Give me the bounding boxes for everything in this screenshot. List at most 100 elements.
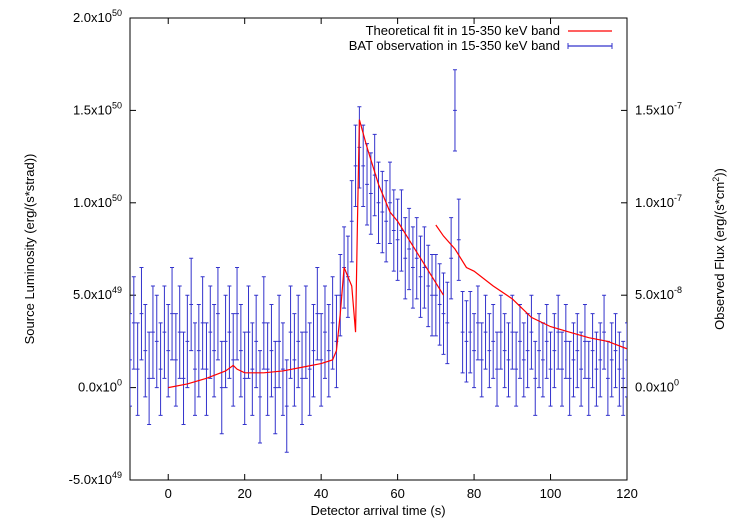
y-tick-label-exp: 0: [117, 378, 122, 388]
error-bar: [330, 276, 335, 370]
error-bar: [147, 331, 152, 426]
error-bar: [254, 294, 259, 389]
error-bar: [380, 170, 385, 254]
error-bar: [284, 359, 289, 453]
error-bar: [422, 226, 427, 309]
y-tick-label-exp: 49: [112, 285, 122, 295]
error-bar: [586, 340, 591, 416]
y2-tick-label: 1.0x10-7: [635, 193, 682, 210]
y-tick-label: 1.0x1050: [73, 193, 122, 210]
error-bar: [242, 331, 247, 426]
y2-tick-label: 5.0x10-8: [635, 285, 682, 302]
error-bar: [414, 217, 419, 300]
error-bar: [437, 263, 442, 346]
error-bar: [319, 313, 324, 407]
error-bar: [475, 285, 480, 361]
error-bar: [204, 322, 209, 416]
y-tick-label-base: 1.0x10: [73, 195, 112, 210]
y2-tick-label: 1.5x10-7: [635, 100, 682, 117]
error-bar: [212, 303, 217, 398]
y-tick-label-base: 1.5x10: [73, 102, 112, 117]
error-bar: [227, 285, 232, 379]
error-bar: [441, 272, 446, 355]
error-bar: [552, 313, 557, 389]
error-bar: [582, 303, 587, 379]
error-bar: [361, 124, 366, 207]
error-bar: [368, 152, 373, 235]
error-bar: [231, 313, 236, 407]
error-bar: [525, 313, 530, 389]
plot-border: [129, 17, 628, 481]
error-bar: [498, 294, 503, 370]
error-bar: [189, 257, 194, 352]
legend-caps: [567, 43, 613, 49]
y2-tick-label-exp: 0: [674, 378, 679, 388]
error-bar: [139, 266, 144, 361]
error-bar: [548, 331, 553, 407]
error-bar: [162, 285, 167, 379]
error-bar: [269, 303, 274, 398]
error-bar: [261, 276, 266, 370]
y2-label-sup: 2: [711, 177, 721, 182]
error-bar: [529, 294, 534, 370]
error-bar: [177, 285, 182, 379]
error-bar: [506, 322, 511, 398]
error-bar: [407, 207, 412, 291]
error-bar: [540, 322, 545, 398]
error-bar: [563, 303, 568, 379]
error-bar: [238, 303, 243, 398]
error-bar: [215, 266, 220, 361]
error-bar: [575, 313, 580, 389]
y-tick-label: -5.0x1049: [69, 470, 122, 487]
error-bar: [594, 331, 599, 407]
y-tick-label-exp: 50: [112, 8, 122, 18]
y-tick-label-base: 2.0x10: [73, 10, 112, 25]
error-bar: [135, 322, 140, 416]
error-bar: [537, 313, 542, 389]
error-bar: [365, 143, 370, 226]
error-bar: [456, 198, 461, 281]
error-bar: [452, 69, 457, 152]
error-bar: [510, 294, 515, 370]
error-bar: [376, 161, 381, 244]
error-bar: [590, 313, 595, 389]
y-tick-label-exp: 50: [112, 100, 122, 110]
error-bar: [556, 294, 561, 370]
y2-label-tail: )): [712, 168, 727, 177]
y2-axis-label: Observed Flux (erg/(s*cm2)): [711, 168, 727, 330]
y-tick-label-base: 5.0x10: [73, 287, 112, 302]
error-bar: [288, 285, 293, 379]
error-bar: [130, 313, 132, 407]
y-tick-label-exp: 50: [112, 193, 122, 203]
error-bar: [292, 313, 297, 407]
error-bar: [491, 303, 496, 379]
error-bar: [560, 331, 565, 407]
error-bar: [273, 340, 278, 435]
y2-tick-label-exp: -7: [674, 100, 682, 110]
error-bar: [460, 291, 465, 374]
error-bar: [502, 313, 507, 389]
error-bar: [605, 340, 610, 416]
y-axis-label: Source Luminosity (erg/(s*strad)): [22, 154, 37, 345]
error-bar: [277, 294, 282, 389]
error-bar: [303, 285, 308, 379]
error-bar: [280, 322, 285, 416]
y2-tick-label-exp: -8: [674, 285, 682, 295]
error-bar: [602, 294, 607, 370]
error-bar: [322, 285, 327, 379]
y-tick-label: 2.0x1050: [73, 8, 122, 25]
error-bar: [192, 322, 197, 416]
error-bar: [399, 189, 404, 272]
error-bar: [150, 285, 155, 379]
error-bar: [430, 254, 435, 337]
error-bar: [479, 322, 484, 398]
error-bar: [472, 313, 477, 389]
error-bar: [483, 294, 488, 370]
error-bar: [223, 294, 228, 389]
error-bar: [338, 254, 343, 337]
error-bar: [372, 133, 377, 217]
error-bar: [315, 266, 320, 361]
error-bar: [353, 124, 358, 207]
